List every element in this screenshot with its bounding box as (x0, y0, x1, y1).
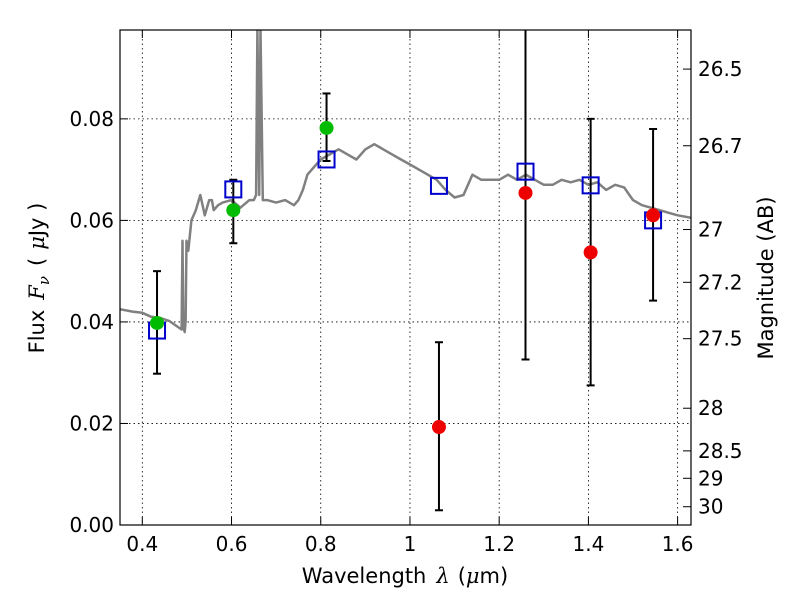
upper-limit-point (646, 208, 661, 223)
y-tick-label: 0.08 (69, 107, 114, 131)
upper-limit-point (431, 420, 446, 435)
x-tick-label: 0.6 (216, 532, 248, 556)
x-tick-label: 1.2 (483, 532, 515, 556)
model-point (516, 162, 535, 181)
x-tick-label: 1 (404, 532, 417, 556)
detection-point (150, 315, 165, 330)
y2-tick-label: 28.5 (698, 439, 743, 463)
tick-marks (120, 30, 691, 526)
upper-limit-point (518, 185, 533, 200)
y2-tick-label: 26.7 (698, 134, 743, 158)
y-tick-label: 0.04 (69, 310, 114, 334)
y-tick-label: 0.00 (69, 513, 114, 537)
model-point (224, 180, 243, 199)
x-tick-label: 1.6 (662, 532, 694, 556)
x-tick-label: 1.4 (572, 532, 604, 556)
y2-tick-label: 27.5 (698, 327, 743, 351)
y-axis-title: FluxFν(μJy ) (25, 203, 53, 354)
y2-tick-label: 27.2 (698, 270, 743, 294)
plot-frame (119, 29, 692, 526)
model-point (429, 176, 448, 195)
upper-limit-points (431, 185, 661, 435)
upper-limit-point (583, 245, 598, 260)
model-point (581, 176, 600, 195)
y-tick-label: 0.02 (69, 411, 114, 435)
y2-tick-label: 27 (698, 218, 723, 242)
spectrum-line (120, 30, 691, 334)
y2-tick-label: 28 (698, 396, 723, 420)
x-axis-title: Wavelength λ (μm) (302, 564, 508, 588)
y-tick-label: 0.06 (69, 208, 114, 232)
detection-points (150, 120, 334, 330)
tick-labels: 0.4 0.6 0.8 1 1.2 1.4 1.6 0.00 0.02 0.04 0.06 0.08 2… (69, 57, 742, 556)
x-tick-label: 0.8 (305, 532, 337, 556)
y2-tick-label: 26.5 (698, 57, 743, 81)
detection-point (319, 120, 334, 135)
y2-axis-title: Magnitude (AB) (754, 196, 778, 359)
x-tick-label: 0.4 (126, 532, 158, 556)
y2-tick-label: 29 (698, 466, 723, 490)
spectrum-series (120, 30, 691, 334)
y2-tick-label: 30 (698, 495, 723, 519)
detection-point (226, 203, 241, 218)
model-point (317, 150, 336, 169)
